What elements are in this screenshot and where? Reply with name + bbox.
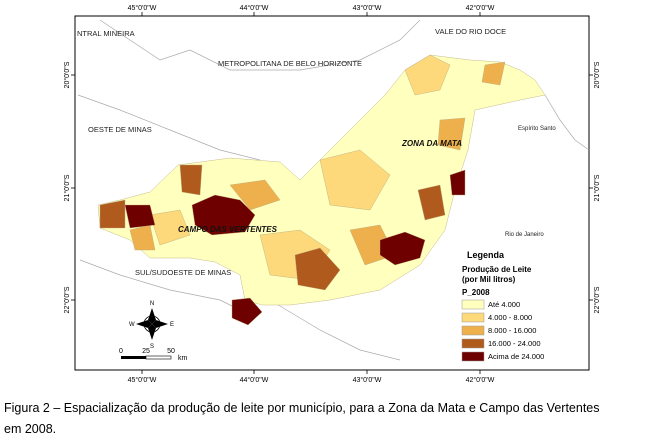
legend-label: Acima de 24.000 — [488, 352, 544, 361]
compass-label: S — [150, 344, 154, 350]
coord-label: 45°0'0"W — [128, 376, 157, 384]
legend-swatch — [461, 299, 485, 310]
coord-label: 21°0'0"S — [593, 174, 601, 201]
coord-label: 44°0'0"W — [240, 376, 269, 384]
region-label: Espírito Santo — [518, 126, 556, 132]
region-label: SUL/SUDOESTE DE MINAS — [135, 268, 231, 277]
coord-label: 43°0'0"W — [353, 4, 382, 12]
coord-label: 20°0'0"S — [63, 61, 71, 88]
compass-label: W — [129, 322, 135, 328]
compass-label: N — [150, 301, 154, 307]
legend-swatch — [461, 312, 485, 323]
coord-label: 22°0'0"S — [63, 286, 71, 313]
scale-label: km — [178, 355, 188, 362]
legend-swatch — [461, 351, 485, 362]
region-label: VALE DO RIO DOCE — [435, 27, 506, 36]
study-area — [97, 54, 546, 326]
region-label: NTRAL MINEIRA — [77, 29, 135, 38]
legend-label: 8.000 - 16.000 — [488, 326, 536, 335]
coord-label: 21°0'0"S — [63, 174, 71, 201]
legend-label: Até 4.000 — [488, 300, 520, 309]
caption: em 2008. — [4, 422, 56, 436]
compass-label: E — [170, 322, 174, 328]
legend-field: P_2008 — [462, 288, 490, 297]
region-label: Rio de Janeiro — [505, 232, 544, 238]
scale-label: 25 — [142, 348, 150, 355]
legend-swatch — [461, 325, 485, 336]
caption: Figura 2 – Espacialização da produção de… — [4, 401, 600, 415]
state-borders — [77, 19, 590, 361]
legend: Legenda Produção de Leite (por Mil litro… — [461, 250, 544, 362]
coord-label: 22°0'0"S — [593, 286, 601, 313]
legend-title: Legenda — [467, 250, 505, 260]
coord-label: 42°0'0"W — [466, 376, 495, 384]
legend-subtitle: (por Mil litros) — [462, 275, 516, 284]
legend-label: 4.000 - 8.000 — [488, 313, 532, 322]
coord-label: 42°0'0"W — [466, 4, 495, 12]
coord-label: 44°0'0"W — [240, 4, 269, 12]
region-label: METROPOLITANA DE BELO HORIZONTE — [218, 59, 362, 68]
scale-bar: 0 25 50 km — [119, 348, 187, 362]
legend-label: 16.000 - 24.000 — [488, 339, 541, 348]
region-label: CAMPO DAS VERTENTES — [178, 225, 278, 234]
coord-label: 20°0'0"S — [593, 61, 601, 88]
legend-swatch — [461, 338, 485, 349]
graticule-ticks — [71, 12, 593, 374]
coord-label: 43°0'0"W — [353, 376, 382, 384]
coord-label: 45°0'0"W — [128, 4, 157, 12]
region-label: OESTE DE MINAS — [88, 125, 152, 134]
scale-label: 0 — [119, 348, 123, 355]
compass: N S E W — [129, 301, 174, 350]
scale-label: 50 — [167, 348, 175, 355]
legend-subtitle: Produção de Leite — [462, 265, 532, 274]
region-label: ZONA DA MATA — [401, 139, 462, 148]
